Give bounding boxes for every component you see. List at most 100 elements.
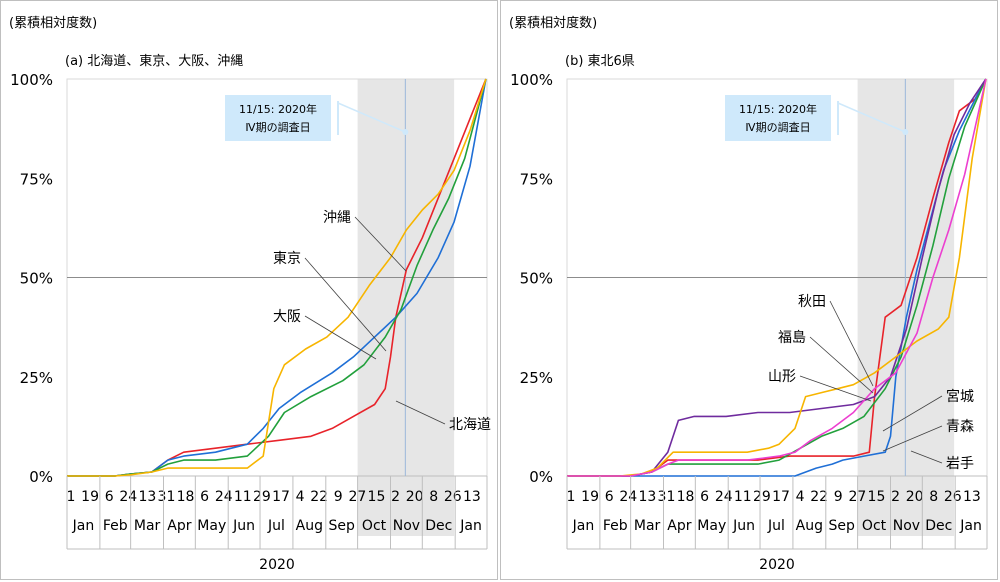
x-day-tick: 8 (929, 489, 938, 505)
chart-a-svg: (累積相対度数) (a) 北海道、東京、大阪、沖縄 0% 25% 50% 75% 100% 1… (9, 15, 491, 573)
x-month-label: Nov (893, 518, 920, 534)
x-day-tick: 6 (200, 489, 209, 505)
x-month-label: Jan (572, 518, 595, 534)
x-day-tick: 2 (891, 489, 900, 505)
x-day-tick: 20 (906, 489, 924, 505)
series-line-福島 (567, 78, 987, 477)
callout-label: 青森 (946, 419, 974, 435)
x-day-tick: 11 (234, 489, 252, 505)
x-day-tick: 4 (296, 489, 305, 505)
x-day-tick: 18 (677, 489, 695, 505)
annotation-box (725, 95, 831, 141)
x-month-label: May (197, 518, 226, 534)
callout-label: 北海道 (449, 417, 491, 433)
x-day-tick: 22 (310, 489, 328, 505)
panel-title: (a) 北海道、東京、大阪、沖縄 (65, 53, 243, 69)
y-tick-label: 25% (20, 369, 53, 387)
x-month-label: Mar (634, 518, 661, 534)
x-day-tick: 17 (772, 489, 790, 505)
x-day-tick: 13 (138, 489, 156, 505)
x-day-tick: 2 (391, 489, 400, 505)
callout-label: 秋田 (798, 294, 826, 310)
y-tick-label: 50% (20, 270, 53, 288)
x-year-label: 2020 (259, 557, 295, 573)
y-axis-label: (累積相対度数) (509, 15, 597, 31)
x-day-tick: 29 (253, 489, 271, 505)
x-day-tick: 17 (272, 489, 290, 505)
annotation-line2: Ⅳ期の調査日 (245, 120, 310, 134)
x-day-tick: 13 (463, 489, 481, 505)
y-tick-label: 0% (29, 468, 53, 486)
x-day-tick: 15 (868, 489, 886, 505)
shaded-period (857, 79, 955, 536)
x-day-tick: 15 (368, 489, 386, 505)
x-day-tick: 13 (963, 489, 981, 505)
x-day-tick: 19 (81, 489, 99, 505)
callout-leader (882, 425, 943, 452)
x-month-label: Apr (667, 518, 691, 534)
x-month-label: Aug (296, 518, 323, 534)
callout-label: 沖縄 (323, 210, 351, 226)
annotation-line1: 11/15: 2020年 (239, 102, 317, 116)
y-tick-label: 25% (520, 369, 553, 387)
x-month-label: Jan (72, 518, 95, 534)
annotation-line2: Ⅳ期の調査日 (745, 120, 810, 134)
callout-leader (882, 395, 943, 432)
series-line-沖縄 (67, 78, 487, 477)
panel-a: (累積相対度数) (a) 北海道、東京、大阪、沖縄 0% 25% 50% 75% 100% 1… (0, 0, 498, 580)
x-day-tick: 1 (67, 489, 76, 505)
x-day-tick: 11 (734, 489, 752, 505)
series-line-秋田 (567, 78, 987, 477)
x-day-tick: 24 (119, 489, 137, 505)
x-month-label: Jan (959, 518, 982, 534)
x-day-tick: 6 (605, 489, 614, 505)
x-month-label: Jan (459, 518, 482, 534)
y-tick-label: 100% (10, 71, 53, 89)
series-line-青森 (567, 78, 987, 477)
x-day-tick: 13 (638, 489, 656, 505)
series-line-山形 (567, 78, 987, 477)
x-month-label: Jun (732, 518, 755, 534)
x-day-tick: 24 (619, 489, 637, 505)
callout-label: 大阪 (273, 309, 301, 325)
callout-leader (304, 257, 387, 352)
x-day-tick: 24 (215, 489, 233, 505)
y-tick-label: 50% (520, 270, 553, 288)
x-day-tick: 26 (444, 489, 462, 505)
x-month-label: Sep (329, 518, 356, 534)
x-month-label: May (697, 518, 726, 534)
x-month-label: Sep (829, 518, 856, 534)
callout-label: 山形 (768, 369, 796, 385)
x-month-label: Dec (925, 518, 952, 534)
callout-label: 岩手 (946, 456, 974, 472)
x-month-label: Feb (603, 518, 628, 534)
callout-leader (829, 300, 874, 387)
callout-label: 福島 (778, 330, 806, 346)
annotation-dot (402, 129, 409, 135)
x-month-label: Jul (767, 518, 785, 534)
annotation-dot (902, 129, 909, 135)
x-month-label: Aug (796, 518, 823, 534)
x-day-tick: 29 (753, 489, 771, 505)
x-day-tick: 6 (105, 489, 114, 505)
y-tick-label: 75% (20, 170, 53, 188)
x-day-tick: 31 (158, 489, 176, 505)
panel-b: (累積相対度数) (b) 東北6県 0% 25% 50% 75% 100% 11/15: 20… (500, 0, 998, 580)
y-tick-label: 0% (529, 468, 553, 486)
y-axis-label: (累積相対度数) (9, 15, 97, 31)
x-month-label: Jul (267, 518, 285, 534)
callout-label: 東京 (273, 251, 301, 267)
series-line-岩手 (567, 78, 987, 477)
callout-leader (799, 375, 872, 402)
x-day-tick: 20 (406, 489, 424, 505)
shaded-period (357, 79, 455, 536)
y-tick-label: 75% (520, 170, 553, 188)
x-day-tick: 8 (429, 489, 438, 505)
x-day-tick: 18 (177, 489, 195, 505)
annotation-line1: 11/15: 2020年 (739, 102, 817, 116)
callout-leader (304, 315, 377, 360)
callout-leader (910, 450, 943, 464)
x-year-label: 2020 (759, 557, 795, 573)
x-day-tick: 19 (581, 489, 599, 505)
